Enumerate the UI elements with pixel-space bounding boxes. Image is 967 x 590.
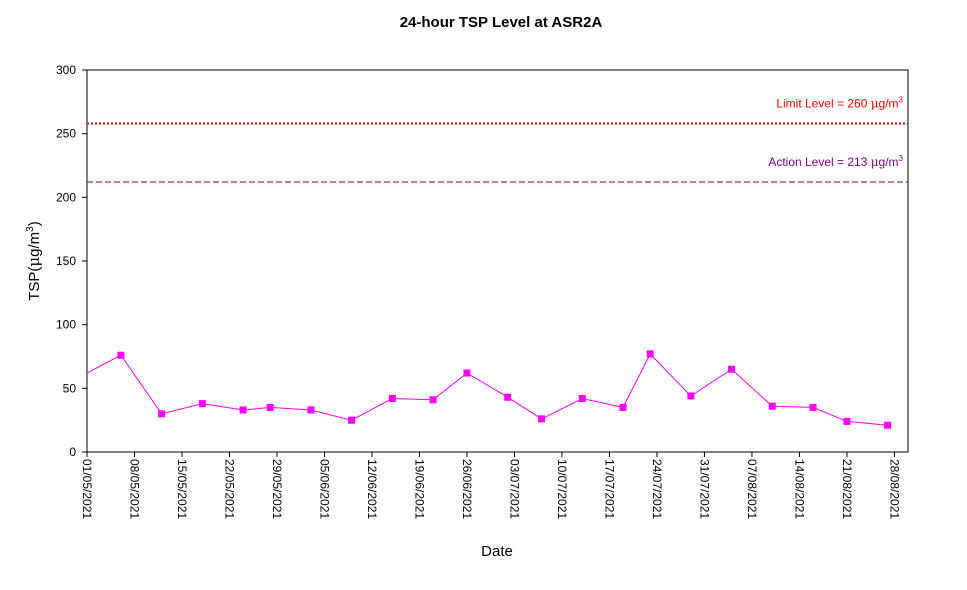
y-tick-label: 100 — [56, 318, 76, 332]
data-point-marker — [504, 393, 512, 401]
action-level-sup: 3 — [899, 154, 904, 163]
x-tick-label: 15/05/2021 — [175, 459, 189, 519]
action-level-label: Action Level = 213 μg/m3 — [768, 154, 903, 169]
x-tick-label: 31/07/2021 — [697, 459, 711, 519]
data-point-marker — [728, 365, 736, 373]
plot-area — [86, 69, 909, 453]
data-point-marker — [578, 395, 586, 403]
y-tick-label: 0 — [69, 445, 76, 459]
y-tick-label: 50 — [63, 381, 77, 395]
action-level-mu: μ — [871, 155, 879, 169]
action-level-text: Action Level = 213 — [768, 155, 870, 169]
series-line — [86, 353, 888, 426]
data-point-marker — [619, 403, 627, 411]
data-point-marker — [768, 402, 776, 410]
data-point-marker — [158, 410, 166, 418]
y-axis-label-unit: g/m — [26, 232, 43, 257]
x-tick-label: 03/07/2021 — [507, 459, 521, 519]
y-axis-label-sup: 3 — [25, 226, 36, 232]
x-tick-label: 08/05/2021 — [127, 459, 141, 519]
data-point-marker — [843, 417, 851, 425]
action-level-unit: g/m — [879, 155, 899, 169]
data-point-marker — [809, 403, 817, 411]
x-tick-label: 10/07/2021 — [555, 459, 569, 519]
x-tick-label: 29/05/2021 — [270, 459, 284, 519]
y-tick-label: 150 — [56, 254, 76, 268]
x-tick-label: 01/05/2021 — [80, 459, 94, 519]
x-tick-label: 07/08/2021 — [745, 459, 759, 519]
x-tick-label: 17/07/2021 — [602, 459, 616, 519]
x-tick-label: 21/08/2021 — [840, 459, 854, 519]
data-point-marker — [117, 351, 125, 359]
series-group — [86, 350, 892, 429]
data-point-marker — [884, 421, 892, 429]
x-tick-label: 12/06/2021 — [365, 459, 379, 519]
x-tick-label: 14/08/2021 — [792, 459, 806, 519]
y-tick-label: 200 — [56, 190, 76, 204]
x-tick-label: 05/06/2021 — [317, 459, 331, 519]
limit-level-label: Limit Level = 260 μg/m3 — [776, 95, 903, 110]
y-axis-label-suffix: ) — [26, 221, 43, 226]
data-point-marker — [198, 400, 206, 408]
y-axis: 0 50 100 150 200 250 300 — [56, 63, 87, 459]
x-tick-label: 19/06/2021 — [412, 459, 426, 519]
data-point-marker — [646, 350, 654, 358]
data-point-marker — [307, 406, 315, 414]
data-point-marker — [463, 369, 471, 377]
y-axis-label-prefix: TSP( — [26, 267, 43, 301]
chart-title: 24-hour TSP Level at ASR2A — [400, 14, 603, 31]
data-point-marker — [348, 416, 356, 424]
x-tick-label: 22/05/2021 — [222, 459, 236, 519]
y-tick-label: 250 — [56, 127, 76, 141]
y-axis-label-mu: μ — [25, 257, 43, 267]
data-point-marker — [388, 395, 396, 403]
data-point-marker — [538, 415, 546, 423]
x-tick-label: 24/07/2021 — [650, 459, 664, 519]
data-point-marker — [266, 403, 274, 411]
limit-level-text: Limit Level = 260 — [776, 96, 870, 110]
x-axis: 01/05/2021 08/05/2021 15/05/2021 22/05/2021… — [80, 452, 901, 519]
limit-level-sup: 3 — [899, 95, 904, 104]
y-axis-label: TSP(μg/m3) — [25, 221, 43, 301]
limit-level-mu: μ — [871, 96, 879, 110]
data-point-marker — [239, 406, 247, 414]
x-tick-label: 26/06/2021 — [460, 459, 474, 519]
x-axis-label: Date — [481, 543, 513, 560]
data-point-marker — [429, 396, 437, 404]
x-tick-label: 28/08/2021 — [887, 459, 901, 519]
limit-level-unit: g/m — [879, 96, 899, 110]
data-point-marker — [687, 392, 695, 400]
y-tick-label: 300 — [56, 63, 76, 77]
